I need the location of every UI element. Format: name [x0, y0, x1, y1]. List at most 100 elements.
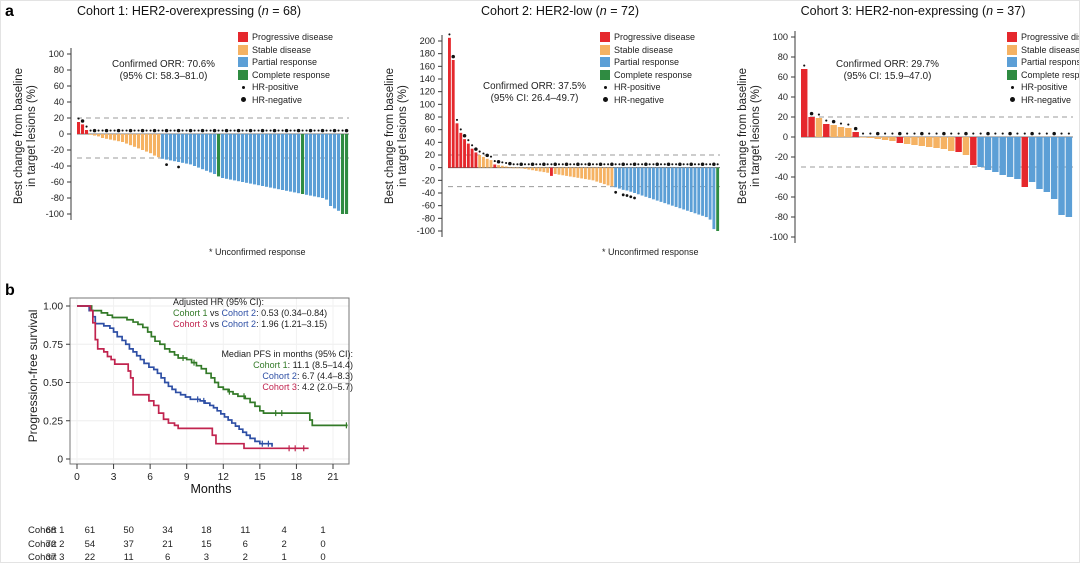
y-tick-label: -80: [422, 213, 435, 223]
x-tick-label: 12: [218, 472, 230, 483]
hr-status-dot: [260, 128, 265, 133]
legend-item: HR-negative: [238, 94, 372, 107]
hr-status-dot: [313, 129, 316, 132]
risk-row-label: Cohort 2: [28, 538, 65, 550]
hr-status-dot: [607, 163, 610, 166]
waterfall-bar: [708, 167, 712, 220]
waterfall-bar: [606, 167, 610, 186]
waterfall-bar: [896, 137, 904, 143]
hr-status-dot: [209, 129, 212, 132]
waterfall-bar: [881, 137, 889, 140]
risk-count: 18: [201, 525, 212, 536]
kaplan-meier-plot: 1.00 0.75 0.50 0.25 00 3 6 9 12 15 18 21: [43, 297, 350, 483]
hr-status-dot: [471, 144, 474, 147]
waterfall-bar: [137, 134, 141, 149]
y-tick-label: 0.50: [43, 378, 63, 389]
hr-status-dot: [205, 129, 208, 132]
hr-status-dot: [964, 131, 968, 136]
hr-status-dot: [598, 162, 603, 167]
waterfall-bar: [85, 130, 89, 134]
waterfall-bar: [463, 139, 466, 168]
waterfall-bar: [599, 167, 602, 183]
waterfall-bar: [546, 167, 550, 173]
waterfall-bar: [153, 134, 157, 156]
hr-status-dot: [217, 129, 220, 132]
legend-item-label: Progressive disease: [614, 32, 696, 43]
waterfall-bar: [470, 148, 474, 168]
hr-status-dot: [686, 163, 689, 166]
waterfall-bar: [538, 167, 542, 172]
hr-status-dot: [603, 163, 606, 166]
panel-a-label: a: [5, 3, 14, 20]
legend-item: HR-positive: [238, 81, 372, 94]
x-axis-label: Months: [190, 482, 232, 496]
hr-status-dot: [928, 132, 931, 135]
hr-status-dot: [535, 163, 538, 166]
hr-status-dot: [972, 132, 975, 135]
risk-row-label: Cohort 3: [28, 552, 65, 563]
legend-item: Complete response: [238, 69, 372, 82]
waterfall-bar: [663, 167, 667, 204]
hr-status-dot: [825, 119, 828, 122]
hr-status-dot: [152, 128, 157, 133]
risk-count: 50: [123, 525, 134, 536]
x-tick-label: 6: [147, 472, 153, 483]
y-tick-label: 100: [49, 49, 64, 59]
waterfall-bar: [925, 137, 933, 147]
hr-status-dot: [329, 129, 332, 132]
y-tick-label: 0: [57, 455, 63, 466]
hr-line-2: Cohort 3 vs Cohort 2: 1.96 (1.21–3.15): [173, 319, 328, 329]
waterfall-bar: [129, 134, 133, 146]
hr-status-dot: [296, 128, 301, 133]
hr-status-dot: [236, 128, 241, 133]
hr-status-dot: [193, 129, 196, 132]
hr-status-dot: [648, 163, 651, 166]
waterfall-bar: [674, 167, 678, 207]
waterfall-bar: [77, 122, 81, 134]
hr-status-dot: [610, 162, 614, 167]
panel-b-label: b: [5, 282, 15, 299]
hr-status-dot: [625, 163, 629, 166]
hr-status-dot: [561, 163, 564, 166]
legend-item: Stable disease: [1007, 44, 1079, 57]
waterfall-bar: [504, 166, 508, 168]
hr-status-dot: [950, 132, 953, 135]
waterfall-bar: [277, 134, 281, 190]
legend-swatch-icon: [600, 32, 610, 43]
waterfall-bar: [595, 167, 599, 182]
y-tick-label: -60: [51, 177, 64, 187]
waterfall-bar: [652, 167, 655, 200]
y-tick-label: -100: [770, 232, 788, 242]
legend-swatch-icon: [238, 69, 248, 80]
waterfall-bar: [572, 167, 576, 178]
legend-swatch-icon: [1007, 57, 1017, 68]
waterfall-bar: [686, 167, 689, 211]
hr-status-dot: [584, 163, 587, 166]
risk-count: 61: [84, 525, 96, 536]
waterfall-bar: [89, 134, 93, 135]
hr-status-dot: [229, 129, 232, 132]
waterfall-bar: [301, 134, 305, 194]
waterfall-bar: [173, 134, 177, 162]
waterfall-bar: [610, 167, 614, 187]
waterfall-bar: [285, 134, 289, 191]
waterfall-bar: [165, 134, 169, 160]
legend-item-label: HR-negative: [614, 94, 665, 105]
waterfall-bar: [859, 137, 867, 138]
legend-item-label: HR-negative: [252, 94, 303, 105]
hr-status-dot: [173, 129, 176, 132]
hr-status-dot: [587, 162, 591, 167]
waterfall-bar: [341, 134, 345, 214]
y-tick-label: 1.00: [43, 302, 63, 313]
hr-status-dot: [125, 129, 128, 132]
y-tick-label: 140: [420, 74, 435, 84]
hr-status-dot: [979, 132, 982, 135]
hr-status-dot: [221, 129, 224, 132]
y-tick-label: -60: [422, 201, 435, 211]
waterfall-bar: [697, 167, 701, 215]
hr-status-dot: [803, 64, 806, 67]
legend-item-label: Stable disease: [252, 44, 312, 55]
hr-status-dot: [332, 128, 337, 133]
